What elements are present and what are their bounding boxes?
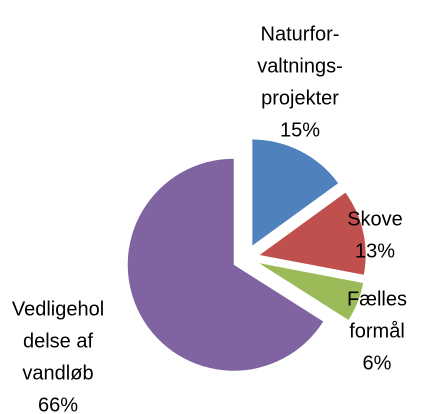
slice-label: Naturfor- bbox=[261, 23, 340, 45]
slice-label: valtnings- bbox=[257, 55, 343, 77]
pie-slice bbox=[252, 139, 339, 246]
slice-label: Skove bbox=[347, 208, 403, 230]
slice-label: formål bbox=[349, 320, 405, 342]
value-label: 13% bbox=[355, 240, 395, 262]
value-label: 15% bbox=[280, 119, 320, 141]
slice-label: Vedligehol bbox=[12, 298, 104, 320]
pie-slice bbox=[127, 158, 324, 371]
slice-label: Fælles bbox=[347, 288, 407, 310]
slice-label: vandløb bbox=[22, 362, 93, 384]
slice-label: delse af bbox=[23, 330, 93, 352]
pie-slice bbox=[259, 192, 366, 275]
value-label: 66% bbox=[38, 394, 78, 414]
slice-label: projekter bbox=[261, 87, 339, 109]
pie-slice bbox=[259, 263, 364, 320]
value-label: 6% bbox=[363, 352, 392, 374]
